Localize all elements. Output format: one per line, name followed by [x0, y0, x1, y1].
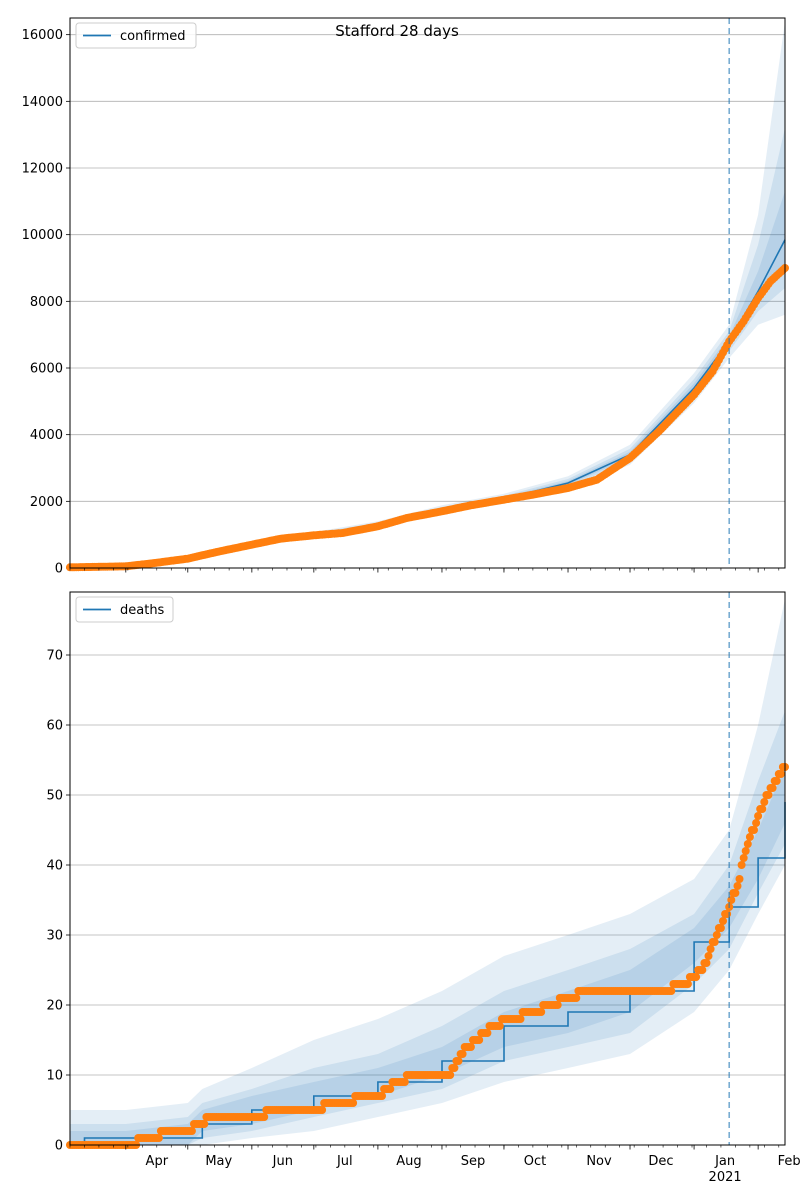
observed-point [400, 1078, 409, 1086]
observed-point [741, 847, 750, 855]
x-tick-label: May [205, 1154, 232, 1169]
observed-point [475, 1036, 484, 1044]
observed-point [716, 924, 725, 932]
observed-point [712, 931, 721, 939]
y-tick-label: 30 [46, 929, 63, 944]
y-tick-label: 20 [46, 999, 63, 1014]
observed-point [187, 1127, 196, 1135]
observed-point [704, 952, 713, 960]
legend-box [75, 596, 174, 623]
y-tick-label: 70 [46, 649, 63, 664]
x-tick-label: Aug [396, 1154, 421, 1169]
y-tick-label: 14000 [22, 95, 63, 110]
observed-point [758, 805, 767, 813]
observed-point [683, 980, 692, 988]
observed-point [260, 1113, 269, 1121]
y-tick-label: 16000 [22, 28, 63, 43]
observed-point [495, 1022, 504, 1030]
x-tick-label: 2021 [709, 1170, 742, 1185]
uncertainty-band [70, 767, 785, 1145]
y-tick-label: 60 [46, 719, 63, 734]
legend: confirmed [75, 22, 197, 49]
observed-point [458, 1050, 467, 1058]
observed-point [516, 1015, 525, 1023]
observed-point [768, 784, 777, 792]
observed-point [764, 791, 773, 799]
y-tick-label: 6000 [30, 362, 63, 377]
confirmed-panel: 0 2000 4000 6000 8000 10000 12000 14000 16000 con… [22, 17, 789, 577]
x-tick-label: Dec [648, 1154, 673, 1169]
observed-point [750, 826, 758, 834]
observed-point [772, 777, 781, 785]
axes-frame [69, 17, 786, 569]
observed-point [692, 973, 701, 981]
observed-point [706, 945, 715, 953]
x-tick-label: Oct [524, 1154, 546, 1169]
x-tick-label: Jan [714, 1154, 735, 1169]
observed-point [760, 798, 769, 806]
observed-point [698, 966, 707, 974]
chart-title: Stafford 28 days [335, 22, 459, 40]
observed-point [733, 882, 742, 890]
x-tick-label: Jul [336, 1154, 353, 1169]
y-tick-label: 0 [55, 562, 63, 577]
observed-point [446, 1071, 455, 1079]
x-tick-label: Jun [272, 1154, 293, 1169]
axes-frame [69, 591, 786, 1146]
observed-point [776, 770, 785, 778]
observed-point [731, 889, 740, 897]
legend-label: confirmed [120, 29, 186, 44]
observed-point [537, 1008, 546, 1016]
observed-point [737, 861, 746, 869]
deaths-panel: 0 10 20 30 40 50 60 70 Apr May Jun Jul Aug Sep Oct Nov D… [46, 591, 800, 1185]
observed-point [386, 1085, 395, 1093]
observed-point [710, 938, 719, 946]
observed-point [752, 819, 761, 827]
uncertainty-band [70, 599, 785, 1145]
y-tick-label: 50 [46, 789, 63, 804]
observed-point [667, 987, 676, 995]
observed-point [754, 812, 763, 820]
y-tick-label: 10000 [22, 228, 63, 243]
x-tick-label: Nov [586, 1154, 612, 1169]
y-tick-label: 10 [46, 1069, 63, 1084]
legend-label: deaths [120, 603, 165, 618]
observed-point [735, 875, 744, 883]
y-tick-label: 40 [46, 859, 63, 874]
y-tick-label: 8000 [30, 295, 63, 310]
observed-point [553, 1001, 562, 1009]
y-tick-label: 0 [55, 1139, 63, 1154]
legend-box [75, 22, 197, 49]
observed-point [454, 1057, 463, 1065]
x-tick-label: Apr [146, 1154, 169, 1169]
observed-point [702, 959, 711, 967]
observed-point [318, 1106, 327, 1114]
observed-point [450, 1064, 459, 1072]
observed-point [349, 1099, 358, 1107]
legend: deaths [75, 596, 174, 623]
x-tick-label: Feb [778, 1154, 800, 1169]
uncertainty-band [70, 21, 785, 568]
observed-point [572, 994, 581, 1002]
observed-point [745, 833, 754, 841]
observed-point [466, 1043, 475, 1051]
observed-point [483, 1029, 492, 1037]
observed-point [154, 1134, 163, 1142]
observed-point [200, 1120, 209, 1128]
y-tick-label: 12000 [22, 162, 63, 177]
observed-point [739, 854, 748, 862]
observed-point [378, 1092, 386, 1100]
uncertainty-band [70, 711, 785, 1145]
y-tick-label: 2000 [30, 495, 63, 510]
x-tick-label: Sep [461, 1154, 486, 1169]
model-line [70, 802, 786, 1146]
y-tick-label: 4000 [30, 428, 63, 443]
observed-point [719, 917, 727, 925]
observed-point [743, 840, 752, 848]
